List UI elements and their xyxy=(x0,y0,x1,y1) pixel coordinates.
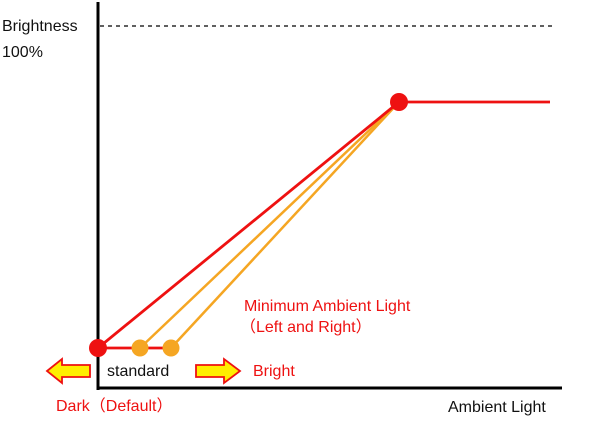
dark-default-label: Dark（Default） xyxy=(56,398,173,415)
x-axis-title: Ambient Light xyxy=(448,399,546,416)
y-axis-max-label: 100% xyxy=(2,44,43,61)
orange-point-1 xyxy=(131,339,149,357)
red-point-max xyxy=(390,93,408,111)
bright-label: Bright xyxy=(253,363,295,380)
annotation-line-2: （Left and Right） xyxy=(240,319,372,336)
orange-point-2 xyxy=(162,339,180,357)
red-curve-slope xyxy=(97,100,400,350)
red-point-min xyxy=(89,339,107,357)
right-arrow-icon xyxy=(195,357,242,385)
left-arrow-icon xyxy=(45,357,91,385)
orange-curve-2 xyxy=(170,101,400,349)
standard-label: standard xyxy=(107,363,170,380)
y-axis-title: Brightness xyxy=(2,18,78,35)
orange-curve-1 xyxy=(139,101,400,349)
annotation-line-1: Minimum Ambient Light xyxy=(244,298,411,315)
